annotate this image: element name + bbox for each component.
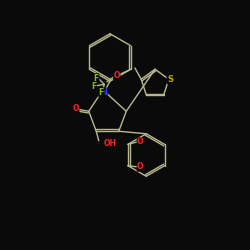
Text: N: N (100, 88, 107, 97)
Text: O: O (72, 104, 79, 113)
Text: F: F (94, 74, 99, 82)
Text: F: F (99, 88, 104, 97)
Text: O: O (137, 162, 143, 172)
Text: S: S (167, 75, 173, 84)
Text: OH: OH (103, 139, 116, 148)
Text: F: F (91, 82, 96, 91)
Text: O: O (137, 138, 143, 146)
Text: O: O (114, 71, 120, 80)
